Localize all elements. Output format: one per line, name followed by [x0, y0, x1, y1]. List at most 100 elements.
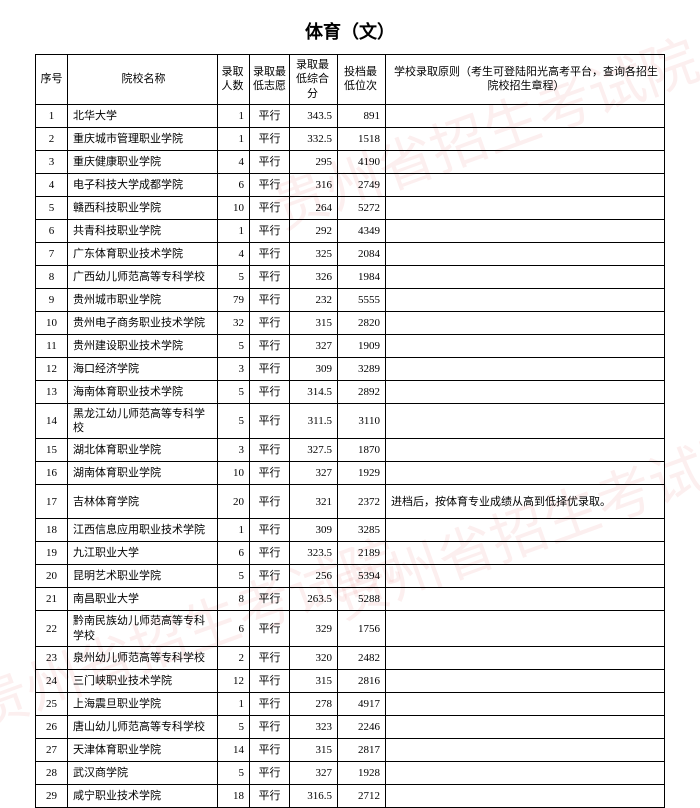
- cell-name: 海南体育职业技术学院: [68, 380, 218, 403]
- cell-rank: 2816: [338, 670, 386, 693]
- page-container: 体育（文） 序号 院校名称 录取人数 录取最低志愿 录取最低综合分 投档最低位次…: [0, 0, 700, 808]
- cell-name: 泉州幼儿师范高等专科学校: [68, 647, 218, 670]
- cell-rule: [386, 588, 665, 611]
- cell-name: 海口经济学院: [68, 357, 218, 380]
- cell-rule: [386, 196, 665, 219]
- cell-rule: [386, 242, 665, 265]
- table-row: 20昆明艺术职业学院5平行2565394: [36, 565, 665, 588]
- cell-seq: 12: [36, 357, 68, 380]
- cell-rank: 891: [338, 104, 386, 127]
- cell-rank: 4349: [338, 219, 386, 242]
- cell-name: 昆明艺术职业学院: [68, 565, 218, 588]
- cell-name: 贵州电子商务职业技术学院: [68, 311, 218, 334]
- cell-wish: 平行: [250, 519, 290, 542]
- cell-wish: 平行: [250, 196, 290, 219]
- cell-score: 311.5: [290, 403, 338, 439]
- cell-rank: 4917: [338, 693, 386, 716]
- table-row: 11贵州建设职业技术学院5平行3271909: [36, 334, 665, 357]
- cell-rule: [386, 104, 665, 127]
- cell-wish: 平行: [250, 334, 290, 357]
- cell-count: 14: [218, 739, 250, 762]
- cell-wish: 平行: [250, 785, 290, 808]
- table-row: 18江西信息应用职业技术学院1平行3093285: [36, 519, 665, 542]
- cell-wish: 平行: [250, 173, 290, 196]
- cell-wish: 平行: [250, 485, 290, 519]
- cell-wish: 平行: [250, 403, 290, 439]
- cell-count: 4: [218, 150, 250, 173]
- cell-score: 343.5: [290, 104, 338, 127]
- cell-score: 295: [290, 150, 338, 173]
- cell-count: 6: [218, 542, 250, 565]
- cell-seq: 4: [36, 173, 68, 196]
- cell-rank: 5394: [338, 565, 386, 588]
- table-row: 23泉州幼儿师范高等专科学校2平行3202482: [36, 647, 665, 670]
- cell-name: 南昌职业大学: [68, 588, 218, 611]
- cell-wish: 平行: [250, 311, 290, 334]
- table-row: 28武汉商学院5平行3271928: [36, 762, 665, 785]
- cell-rule: [386, 127, 665, 150]
- cell-score: 315: [290, 670, 338, 693]
- cell-name: 黑龙江幼儿师范高等专科学校: [68, 403, 218, 439]
- cell-name: 江西信息应用职业技术学院: [68, 519, 218, 542]
- cell-wish: 平行: [250, 357, 290, 380]
- cell-score: 309: [290, 519, 338, 542]
- cell-rule: 进档后，按体育专业成绩从高到低择优录取。: [386, 485, 665, 519]
- cell-score: 320: [290, 647, 338, 670]
- table-row: 1北华大学1平行343.5891: [36, 104, 665, 127]
- cell-rank: 2246: [338, 716, 386, 739]
- cell-seq: 2: [36, 127, 68, 150]
- cell-score: 292: [290, 219, 338, 242]
- header-row: 序号 院校名称 录取人数 录取最低志愿 录取最低综合分 投档最低位次 学校录取原…: [36, 55, 665, 105]
- cell-rank: 5555: [338, 288, 386, 311]
- table-row: 13海南体育职业技术学院5平行314.52892: [36, 380, 665, 403]
- cell-name: 赣西科技职业学院: [68, 196, 218, 219]
- cell-rule: [386, 716, 665, 739]
- cell-score: 323.5: [290, 542, 338, 565]
- cell-wish: 平行: [250, 588, 290, 611]
- cell-count: 4: [218, 242, 250, 265]
- cell-count: 1: [218, 104, 250, 127]
- cell-rule: [386, 611, 665, 647]
- cell-rule: [386, 785, 665, 808]
- table-row: 2重庆城市管理职业学院1平行332.51518: [36, 127, 665, 150]
- cell-count: 1: [218, 127, 250, 150]
- page-title: 体育（文）: [35, 18, 665, 44]
- cell-seq: 3: [36, 150, 68, 173]
- cell-name: 广西幼儿师范高等专科学校: [68, 265, 218, 288]
- cell-score: 323: [290, 716, 338, 739]
- cell-score: 327.5: [290, 439, 338, 462]
- cell-seq: 16: [36, 462, 68, 485]
- table-row: 22黔南民族幼儿师范高等专科学校6平行3291756: [36, 611, 665, 647]
- cell-rank: 2712: [338, 785, 386, 808]
- cell-name: 重庆健康职业学院: [68, 150, 218, 173]
- cell-rule: [386, 739, 665, 762]
- cell-wish: 平行: [250, 219, 290, 242]
- cell-rule: [386, 265, 665, 288]
- cell-count: 5: [218, 334, 250, 357]
- cell-rule: [386, 693, 665, 716]
- table-row: 19九江职业大学6平行323.52189: [36, 542, 665, 565]
- cell-count: 18: [218, 785, 250, 808]
- cell-score: 329: [290, 611, 338, 647]
- cell-name: 广东体育职业技术学院: [68, 242, 218, 265]
- table-row: 8广西幼儿师范高等专科学校5平行3261984: [36, 265, 665, 288]
- cell-rule: [386, 334, 665, 357]
- cell-seq: 25: [36, 693, 68, 716]
- cell-wish: 平行: [250, 739, 290, 762]
- cell-seq: 1: [36, 104, 68, 127]
- cell-rule: [386, 565, 665, 588]
- cell-count: 10: [218, 196, 250, 219]
- cell-seq: 5: [36, 196, 68, 219]
- cell-rule: [386, 762, 665, 785]
- table-row: 5赣西科技职业学院10平行2645272: [36, 196, 665, 219]
- cell-count: 32: [218, 311, 250, 334]
- cell-rank: 3110: [338, 403, 386, 439]
- table-row: 14黑龙江幼儿师范高等专科学校5平行311.53110: [36, 403, 665, 439]
- cell-count: 2: [218, 647, 250, 670]
- cell-name: 唐山幼儿师范高等专科学校: [68, 716, 218, 739]
- cell-wish: 平行: [250, 542, 290, 565]
- cell-wish: 平行: [250, 265, 290, 288]
- cell-wish: 平行: [250, 380, 290, 403]
- cell-count: 6: [218, 611, 250, 647]
- cell-rule: [386, 462, 665, 485]
